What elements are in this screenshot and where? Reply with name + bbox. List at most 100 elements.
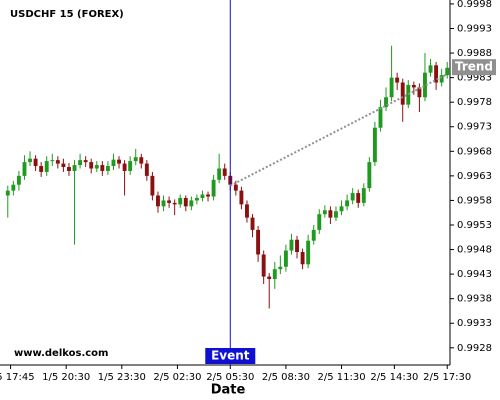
candle-body [161, 200, 166, 207]
candle-body [94, 165, 99, 169]
y-tick-label: 0.9933 [457, 318, 492, 329]
candle-body [128, 161, 133, 171]
candle-body [144, 163, 149, 176]
candle-body [211, 179, 216, 197]
candle-body [339, 206, 344, 212]
y-tick-label: 0.9978 [457, 97, 492, 108]
y-tick-label: 0.9973 [457, 122, 492, 133]
candle-body [372, 127, 377, 163]
candle-body [16, 175, 21, 185]
candle-body [356, 193, 361, 203]
candle-body [345, 200, 350, 207]
candle-body [384, 97, 388, 108]
candle-body [11, 184, 16, 191]
x-tick-label: 2/5 14:30 [370, 372, 418, 383]
candle-body [150, 175, 155, 196]
y-tick-label: 0.9943 [457, 269, 492, 280]
candle-body [311, 229, 316, 241]
candle-body [445, 67, 450, 76]
candle-body [167, 200, 172, 203]
candle-body [423, 72, 427, 98]
candle-body [411, 84, 416, 88]
candle-body [183, 197, 188, 207]
chart-title: USDCHF 15 (FOREX) [10, 9, 124, 20]
x-tick-label: 1/5 20:30 [42, 372, 90, 383]
candle-body [67, 167, 71, 171]
candle-body [105, 166, 110, 171]
candle-body [189, 200, 194, 207]
candle-body [50, 160, 55, 162]
candle-body [55, 160, 60, 164]
x-tick-label: 2/5 05:30 [206, 372, 254, 383]
y-tick-label: 0.9948 [457, 245, 492, 256]
candle-body [39, 166, 44, 172]
candle-body [417, 87, 422, 98]
candle-body [78, 160, 83, 166]
candle-body [278, 266, 283, 270]
candle-body [306, 240, 311, 265]
candle-body [261, 254, 266, 277]
x-tick-label: 2/5 11:30 [317, 372, 365, 383]
candle-body [361, 188, 366, 203]
candle-body [289, 239, 294, 251]
candle-body [250, 217, 255, 230]
candle-body [194, 197, 199, 201]
candle-body [267, 276, 272, 280]
candle-body [156, 195, 160, 207]
event-label: Event [211, 349, 250, 363]
candle-body [395, 77, 400, 83]
candle-body [178, 197, 183, 205]
y-tick-label: 0.9938 [457, 294, 492, 305]
y-tick-label: 0.9963 [457, 171, 492, 182]
candle-body [233, 184, 238, 191]
y-tick-label: 0.9988 [457, 48, 492, 59]
candle-body [239, 190, 244, 205]
candle-body [300, 252, 305, 265]
candle-body [117, 159, 121, 164]
candle-body [439, 75, 444, 83]
x-axis-label: Date [211, 383, 246, 398]
y-tick-label: 0.9958 [457, 195, 492, 206]
candle-body [33, 158, 38, 167]
candle-body [28, 158, 32, 163]
candle-body [89, 162, 94, 169]
candle-body [428, 65, 433, 73]
candle-body [139, 157, 144, 164]
y-tick-label: 0.9993 [457, 23, 492, 34]
trend-line [229, 73, 448, 187]
candle-body [72, 165, 77, 171]
event-label-box [205, 348, 256, 364]
candle-body [322, 210, 327, 215]
candle-body [317, 214, 322, 230]
candle-body [256, 229, 261, 255]
candle-body [328, 210, 333, 218]
candle-body [61, 163, 66, 168]
candle-body [111, 159, 116, 167]
candle-body [206, 194, 210, 197]
candle-body [100, 165, 105, 171]
x-tick-label: 2/5 08:30 [262, 372, 310, 383]
candle-body [334, 211, 338, 218]
candle-body [22, 162, 27, 176]
x-tick-label: 2/5 02:30 [153, 372, 201, 383]
candle-body [200, 194, 205, 198]
candle-body [295, 239, 299, 253]
candle-body [44, 161, 49, 172]
y-tick-label: 0.9983 [457, 73, 492, 84]
x-tick-label: 1/5 17:45 [0, 372, 35, 383]
y-tick-label: 0.9998 [457, 0, 492, 10]
candle-body [133, 157, 138, 162]
candle-body [400, 82, 405, 105]
candle-body [434, 65, 439, 83]
y-tick-label: 0.9953 [457, 220, 492, 231]
y-tick-label: 0.9928 [457, 343, 492, 354]
candle-body [122, 163, 127, 171]
trend-label: Trend [455, 60, 493, 74]
candle-body [5, 190, 10, 196]
candle-body [272, 269, 277, 280]
x-tick-label: 1/5 23:30 [98, 372, 146, 383]
candle-body [172, 202, 177, 205]
candle-body [283, 250, 288, 267]
watermark: www.delkos.com [14, 348, 108, 359]
